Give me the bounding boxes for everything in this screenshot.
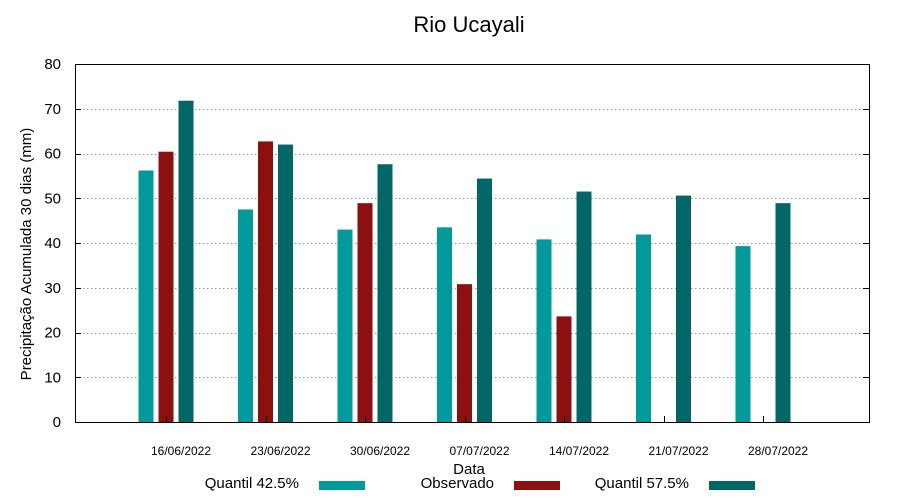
y-tick-label: 10 xyxy=(44,369,61,386)
bar-quantil-57-5--21-07-2022 xyxy=(676,195,691,422)
bar-observado-07-07-2022 xyxy=(457,284,472,422)
bar-observado-30-06-2022 xyxy=(357,203,373,422)
legend-swatch xyxy=(514,481,560,490)
legend-swatch xyxy=(319,481,365,490)
bar-quantil-57-5--14-07-2022 xyxy=(576,191,592,422)
bar-quantil-42-5--23-06-2022 xyxy=(238,209,253,422)
y-tick-label: 30 xyxy=(44,280,61,297)
x-axis-label: Data xyxy=(453,461,485,478)
legend-swatch xyxy=(709,481,755,490)
legend-label: Observado xyxy=(420,475,494,492)
x-tick-label: 28/07/2022 xyxy=(748,444,808,458)
legend: Quantil 42.5% Observado Quantil 57.5% xyxy=(0,472,900,496)
bars xyxy=(138,100,791,423)
chart-title: Rio Ucayali xyxy=(413,12,524,37)
y-axis-ticks: 0 10 20 30 40 50 60 70 80 xyxy=(44,56,869,431)
bar-quantil-57-5--16-06-2022 xyxy=(178,100,194,422)
y-tick-label: 0 xyxy=(53,414,61,431)
x-axis-ticks: 16/06/2022 23/06/2022 30/06/2022 07/07/2022… xyxy=(151,416,808,458)
x-tick-label: 16/06/2022 xyxy=(151,444,211,458)
y-tick-label: 50 xyxy=(44,190,61,207)
x-tick-label: 21/07/2022 xyxy=(648,444,708,458)
bar-quantil-42-5--30-06-2022 xyxy=(337,229,353,422)
y-tick-label: 70 xyxy=(44,101,61,118)
y-tick-label: 40 xyxy=(44,235,61,252)
x-tick-label: 30/06/2022 xyxy=(350,444,410,458)
legend-item-quantil-57: Quantil 57.5% xyxy=(0,472,755,496)
bar-observado-23-06-2022 xyxy=(258,141,273,423)
legend-item-observado: Observado xyxy=(0,472,560,496)
bar-quantil-42-5--07-07-2022 xyxy=(437,227,452,422)
bar-quantil-42-5--28-07-2022 xyxy=(735,246,751,422)
bar-observado-14-07-2022 xyxy=(556,316,572,422)
bar-quantil-57-5--23-06-2022 xyxy=(278,144,293,423)
y-tick-label: 60 xyxy=(44,146,61,163)
bar-quantil-42-5--14-07-2022 xyxy=(536,239,552,422)
x-tick-label: 07/07/2022 xyxy=(449,444,509,458)
x-tick-label: 14/07/2022 xyxy=(549,444,609,458)
y-tick-label: 20 xyxy=(44,325,61,342)
y-axis-label: Precipitação Acumulada 30 dias (mm) xyxy=(18,128,35,381)
bar-quantil-57-5--30-06-2022 xyxy=(377,164,393,423)
bar-quantil-57-5--28-07-2022 xyxy=(775,203,791,422)
x-tick-label: 23/06/2022 xyxy=(250,444,310,458)
bar-quantil-42-5--21-07-2022 xyxy=(636,234,651,422)
legend-label: Quantil 42.5% xyxy=(204,475,299,492)
y-tick-label: 80 xyxy=(44,56,61,73)
bar-quantil-57-5--07-07-2022 xyxy=(477,178,492,422)
legend-item-quantil-42: Quantil 42.5% xyxy=(0,472,365,496)
bar-quantil-42-5--16-06-2022 xyxy=(138,170,154,422)
legend-label: Quantil 57.5% xyxy=(594,475,689,492)
bar-observado-16-06-2022 xyxy=(158,151,174,422)
